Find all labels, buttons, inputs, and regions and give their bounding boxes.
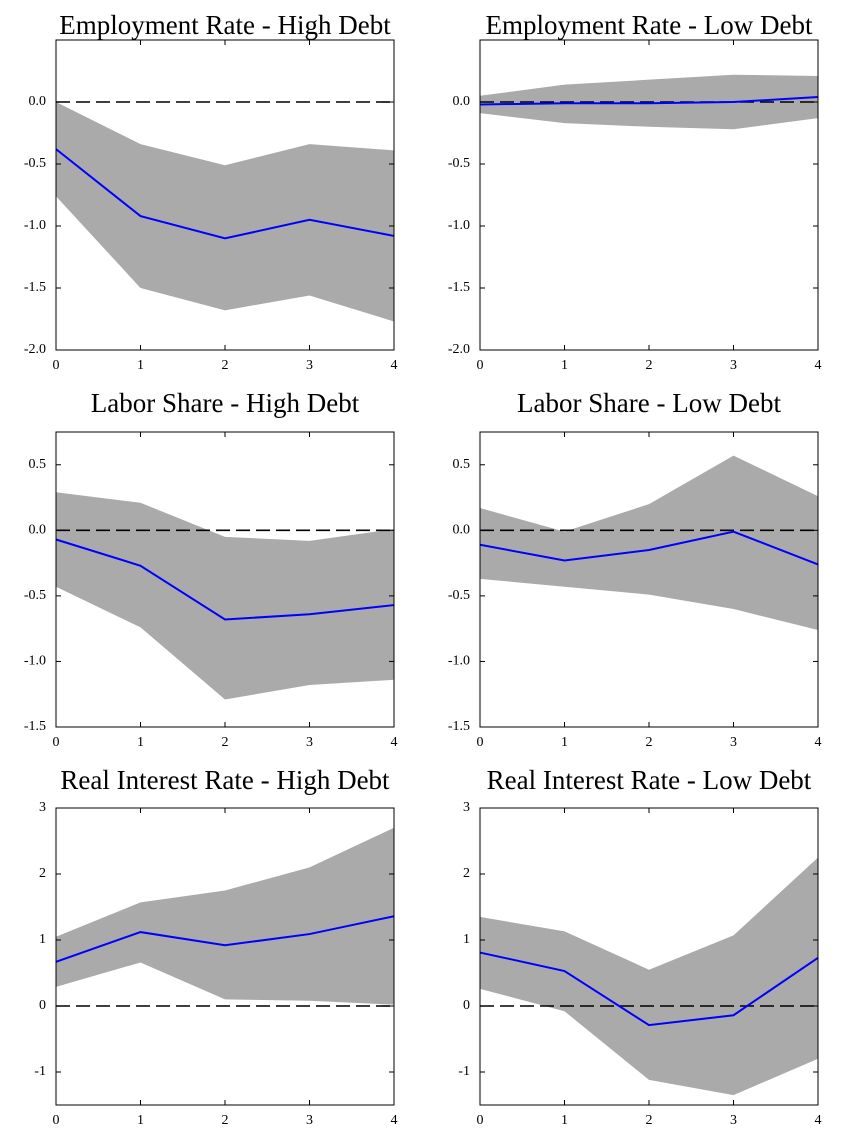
x-tick-label: 2: [222, 1113, 229, 1128]
confidence-band: [56, 827, 394, 1005]
y-tick-label: 1: [463, 932, 470, 947]
confidence-band: [480, 857, 818, 1096]
y-tick-label: -0.5: [448, 588, 470, 603]
line: [55, 538, 395, 621]
x-tick-label: 3: [730, 1113, 737, 1128]
y-tick-label: 0.0: [453, 94, 471, 109]
x-tick-label: 1: [561, 735, 568, 750]
x-tick-label: 3: [730, 735, 737, 750]
x-tick-label: 3: [306, 1113, 313, 1128]
x-tick-label: 4: [815, 1113, 822, 1128]
x-tick-label: 1: [137, 1113, 144, 1128]
y-tick-label: 3: [39, 800, 46, 815]
x-tick-label: 2: [646, 358, 653, 373]
y-tick-label: -1.0: [24, 218, 46, 233]
x-tick-label: 1: [137, 358, 144, 373]
line: [479, 96, 819, 106]
y-tick-label: 0: [463, 998, 470, 1013]
y-tick-label: -1.0: [24, 654, 46, 669]
panel: Labor Share - High Debt 0.5 0.0 -0.5 -1.0 -1.…: [24, 388, 398, 750]
y-tick-label: -1.5: [24, 719, 46, 734]
y-tick-label: 0: [39, 998, 46, 1013]
y-tick-label: -1.5: [24, 280, 46, 295]
x-tick-label: 4: [391, 735, 398, 750]
y-tick-label: -0.5: [448, 156, 470, 171]
x-tick-label: 1: [561, 1113, 568, 1128]
y-tick-label: -0.5: [24, 156, 46, 171]
panel: Real Interest Rate - Low Debt 3 2 1 0 -1 0 1 2 3 4: [458, 765, 821, 1128]
line: [479, 530, 819, 566]
confidence-band: [56, 102, 394, 322]
panel: Employment Rate - Low Debt 0.0 -0.5 -1.0 -1.…: [448, 10, 822, 373]
confidence-band: [56, 492, 394, 700]
y-tick-label: -2.0: [448, 342, 470, 357]
y-tick-label: 1: [39, 932, 46, 947]
y-tick-label: -1.0: [448, 218, 470, 233]
x-tick-label: 0: [477, 1113, 484, 1128]
panel: Labor Share - Low Debt 0.5 0.0 -0.5 -1.0 -1.5…: [448, 388, 822, 750]
y-tick-label: -1.5: [448, 719, 470, 734]
line: [479, 951, 819, 1027]
x-tick-label: 2: [646, 1113, 653, 1128]
panel-title: Labor Share - High Debt: [91, 388, 360, 418]
panel: Real Interest Rate - High Debt 3 2 1 0 -1 0 1 2 3…: [34, 765, 397, 1128]
x-tick-label: 0: [53, 358, 60, 373]
y-tick-label: 0.5: [453, 457, 471, 472]
y-tick-label: 0.0: [453, 523, 471, 538]
y-tick-label: 2: [39, 866, 46, 881]
y-tick-label: 3: [463, 800, 470, 815]
y-tick-label: 0.0: [29, 94, 47, 109]
x-tick-label: 2: [222, 735, 229, 750]
x-tick-label: 4: [391, 1113, 398, 1128]
x-tick-label: 0: [53, 735, 60, 750]
x-tick-label: 3: [730, 358, 737, 373]
x-tick-label: 3: [306, 735, 313, 750]
x-tick-label: 0: [53, 1113, 60, 1128]
x-tick-label: 0: [477, 735, 484, 750]
panel-title: Real Interest Rate - Low Debt: [487, 765, 812, 795]
y-tick-label: -1: [458, 1064, 470, 1079]
y-tick-label: -1.5: [448, 280, 470, 295]
x-tick-label: 1: [137, 735, 144, 750]
y-tick-label: -1: [34, 1064, 46, 1079]
panel-title: Employment Rate - High Debt: [59, 10, 391, 40]
panel-title: Employment Rate - Low Debt: [486, 10, 813, 40]
line: [55, 915, 395, 963]
y-tick-label: -0.5: [24, 588, 46, 603]
y-tick-label: 0.5: [29, 457, 47, 472]
y-tick-label: 2: [463, 866, 470, 881]
panel-title: Real Interest Rate - High Debt: [60, 765, 390, 795]
y-tick-label: -2.0: [24, 342, 46, 357]
x-tick-label: 1: [561, 358, 568, 373]
x-tick-label: 4: [391, 358, 398, 373]
line: [55, 148, 395, 240]
y-tick-label: -1.0: [448, 654, 470, 669]
panel: Employment Rate - High Debt 0.0 -0.5 -1.0 -1…: [24, 10, 398, 373]
panel-title: Labor Share - Low Debt: [517, 388, 781, 418]
x-tick-label: 4: [815, 358, 822, 373]
x-tick-label: 0: [477, 358, 484, 373]
confidence-band: [480, 455, 818, 630]
x-tick-label: 2: [646, 735, 653, 750]
x-tick-label: 3: [306, 358, 313, 373]
x-tick-label: 4: [815, 735, 822, 750]
y-tick-label: 0.0: [29, 523, 47, 538]
x-tick-label: 2: [222, 358, 229, 373]
